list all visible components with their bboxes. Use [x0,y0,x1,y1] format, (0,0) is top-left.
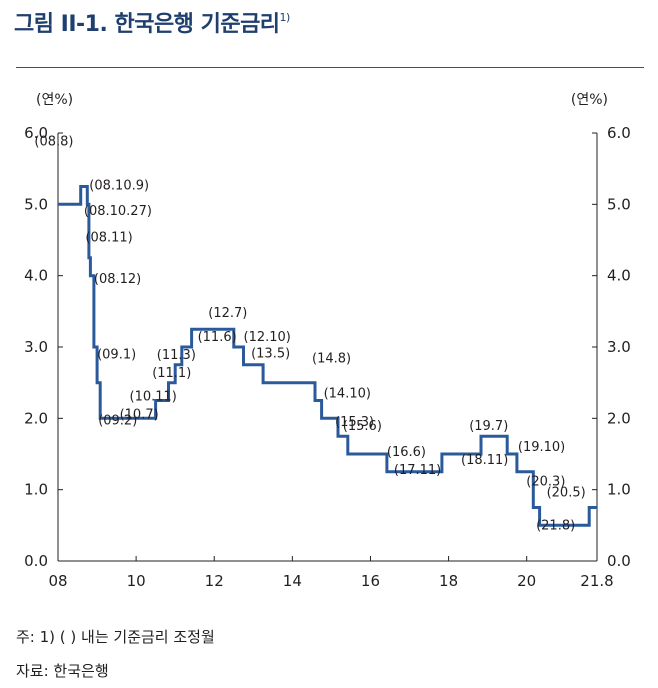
rate-change-label: (15.3) [335,415,374,430]
y-tick-label-right: 0.0 [607,552,631,570]
annotation-layer: (08.8) (08.10.9) (08.10.27) (08.11) (08.12) (… [34,135,585,534]
rate-change-label: (11.3) [157,348,196,363]
x-tick-label: 20 [517,572,536,590]
y-tick-label-right: 4.0 [607,267,631,285]
rate-change-label: (10.7) [120,408,159,423]
x-tick-label: 08 [48,572,67,590]
rate-change-label: (17.11) [394,463,441,478]
y-axis-unit-right: (연%) [571,92,608,108]
rate-change-label: (08.11) [85,231,132,246]
x-tick-label: 12 [205,572,224,590]
y-tick-label-right: 2.0 [607,409,631,427]
rate-change-label: (12.10) [244,330,291,345]
rate-change-label: (18.11) [461,453,508,468]
rate-change-label: (16.6) [387,445,426,460]
x-tick-label: 16 [361,572,380,590]
chart-source: 자료: 한국은행 [16,662,109,680]
figure-title: 그림 II-1. 한국은행 기준금리1) [14,6,290,38]
y-tick-label-right: 6.0 [607,124,631,142]
rate-change-label: (09.1) [97,348,136,363]
rate-change-label: (12.7) [208,306,247,321]
title-divider [16,67,644,68]
rate-change-label: (08.12) [94,272,141,287]
rate-change-label: (08.10.9) [89,178,149,193]
rate-change-label: (20.5) [547,485,586,500]
rate-change-label: (11.1) [152,366,191,381]
y-tick-label-right: 3.0 [607,338,631,356]
figure-title-text: 그림 II-1. 한국은행 기준금리 [14,12,280,37]
y-tick-label-left: 3.0 [24,338,48,356]
rate-change-label: (14.8) [312,352,351,367]
x-tick-label: 21.8 [580,572,613,590]
x-tick-label: 14 [283,572,302,590]
rate-change-label: (15.6) [343,419,382,434]
rate-change-label: (14.10) [324,386,371,401]
y-tick-label-left: 1.0 [24,481,48,499]
rate-change-label: (20.3) [526,475,565,490]
policy-rate-step-line [58,185,597,527]
y-tick-label-left: 5.0 [24,195,48,213]
rate-change-label: (09.2) [98,413,137,428]
y-tick-label-right: 1.0 [607,481,631,499]
policy-rate-chart: 0.0 0.0 1.0 1.0 2.0 2.0 3.0 3.0 4.0 4.0 5.0 5.0 6.0 6… [24,92,631,590]
chart-note: 주: 1) ( ) 내는 기준금리 조정월 [16,628,215,646]
series-layer [58,185,597,527]
y-tick-label-right: 5.0 [607,195,631,213]
rate-change-label: (19.10) [518,440,565,455]
rate-change-label: (19.7) [469,419,508,434]
y-tick-label-left: 0.0 [24,552,48,570]
rate-change-label: (08.8) [34,135,73,150]
y-axis-unit-left: (연%) [36,92,73,108]
rate-change-label: (10.11) [130,390,177,405]
x-tick-label: 10 [127,572,146,590]
y-tick-label-left: 6.0 [24,124,48,142]
rate-change-label: (21.8) [536,519,575,534]
x-tick-label: 18 [439,572,458,590]
y-tick-label-left: 2.0 [24,409,48,427]
rate-change-label: (11.6) [198,330,237,345]
axes: 0.0 0.0 1.0 1.0 2.0 2.0 3.0 3.0 4.0 4.0 5.0 5.0 6.0 6… [24,92,631,590]
y-tick-label-left: 4.0 [24,267,48,285]
rate-change-label: (13.5) [251,347,290,362]
title-footnote-marker: 1) [279,10,291,24]
rate-change-label: (08.10.27) [84,204,152,219]
